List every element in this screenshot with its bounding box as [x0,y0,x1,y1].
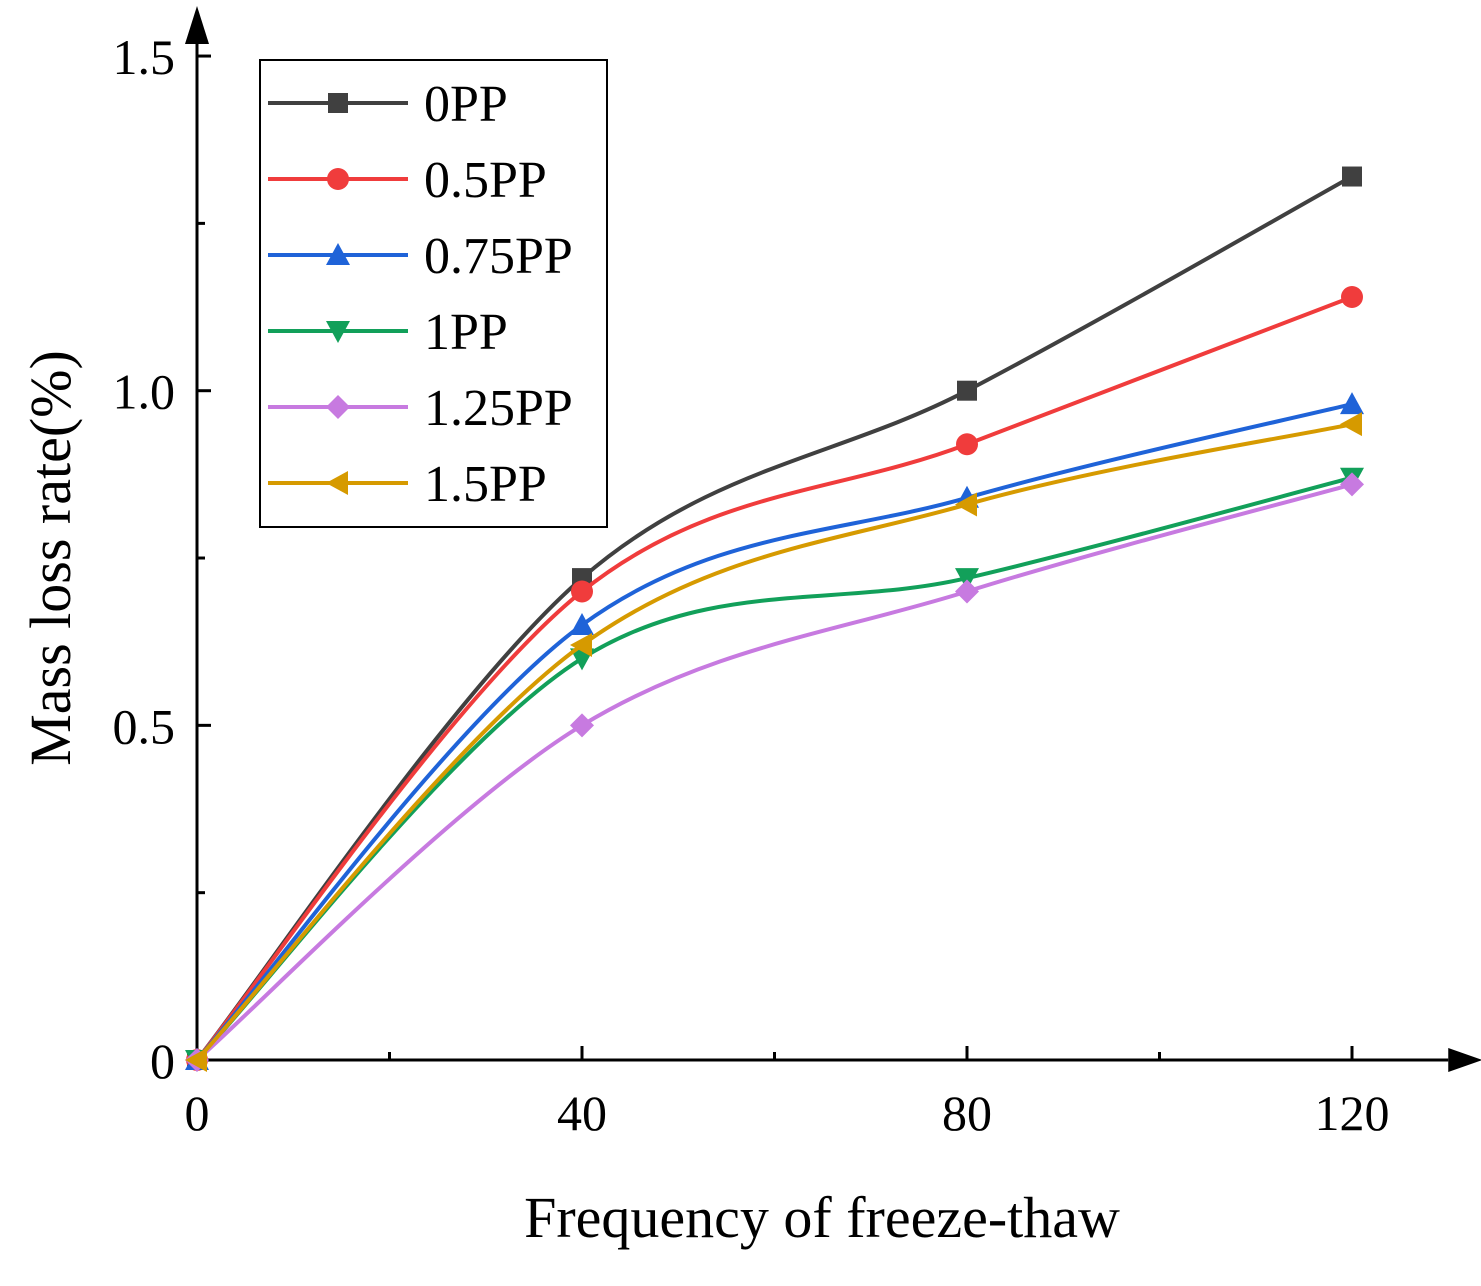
x-tick-label: 0 [185,1085,210,1141]
y-tick-label: 0.5 [113,698,176,754]
y-tick-label: 1.5 [113,29,176,85]
y-axis-arrow [185,6,209,44]
data-point [1340,472,1364,496]
legend-label: 0.5PP [424,152,547,209]
data-point [1340,392,1364,414]
legend-label: 1.25PP [424,380,573,437]
series-line [197,484,1352,1060]
series-line [197,478,1352,1060]
legend: 0PP 0.5PP 0.75PP 1PP 1.25PP 1.5PP [260,60,607,527]
data-point [956,433,978,455]
y-tick-label: 1.0 [113,364,176,420]
legend-swatch-marker [327,168,349,190]
y-axis-title: Mass loss rate(%) [18,350,83,766]
data-point [955,579,979,603]
x-tick-label: 80 [942,1085,992,1141]
data-point [1342,167,1362,187]
series-1.25PP [185,472,1364,1072]
data-point [957,381,977,401]
legend-swatch-marker [328,93,348,113]
legend-label: 0PP [424,76,508,133]
x-axis-arrow [1448,1048,1481,1072]
y-tick-label: 0 [150,1033,175,1089]
legend-label: 1PP [424,304,508,361]
x-tick-label: 120 [1315,1085,1390,1141]
legend-label: 0.75PP [424,228,573,285]
x-axis-title: Frequency of freeze-thaw [524,1185,1120,1250]
legend-label: 1.5PP [424,456,547,513]
data-point [570,613,594,635]
x-tick-label: 40 [557,1085,607,1141]
data-point [570,713,594,737]
series-1PP [185,468,1364,1072]
data-point [1341,286,1363,308]
data-point [1340,412,1362,436]
data-point [571,580,593,602]
